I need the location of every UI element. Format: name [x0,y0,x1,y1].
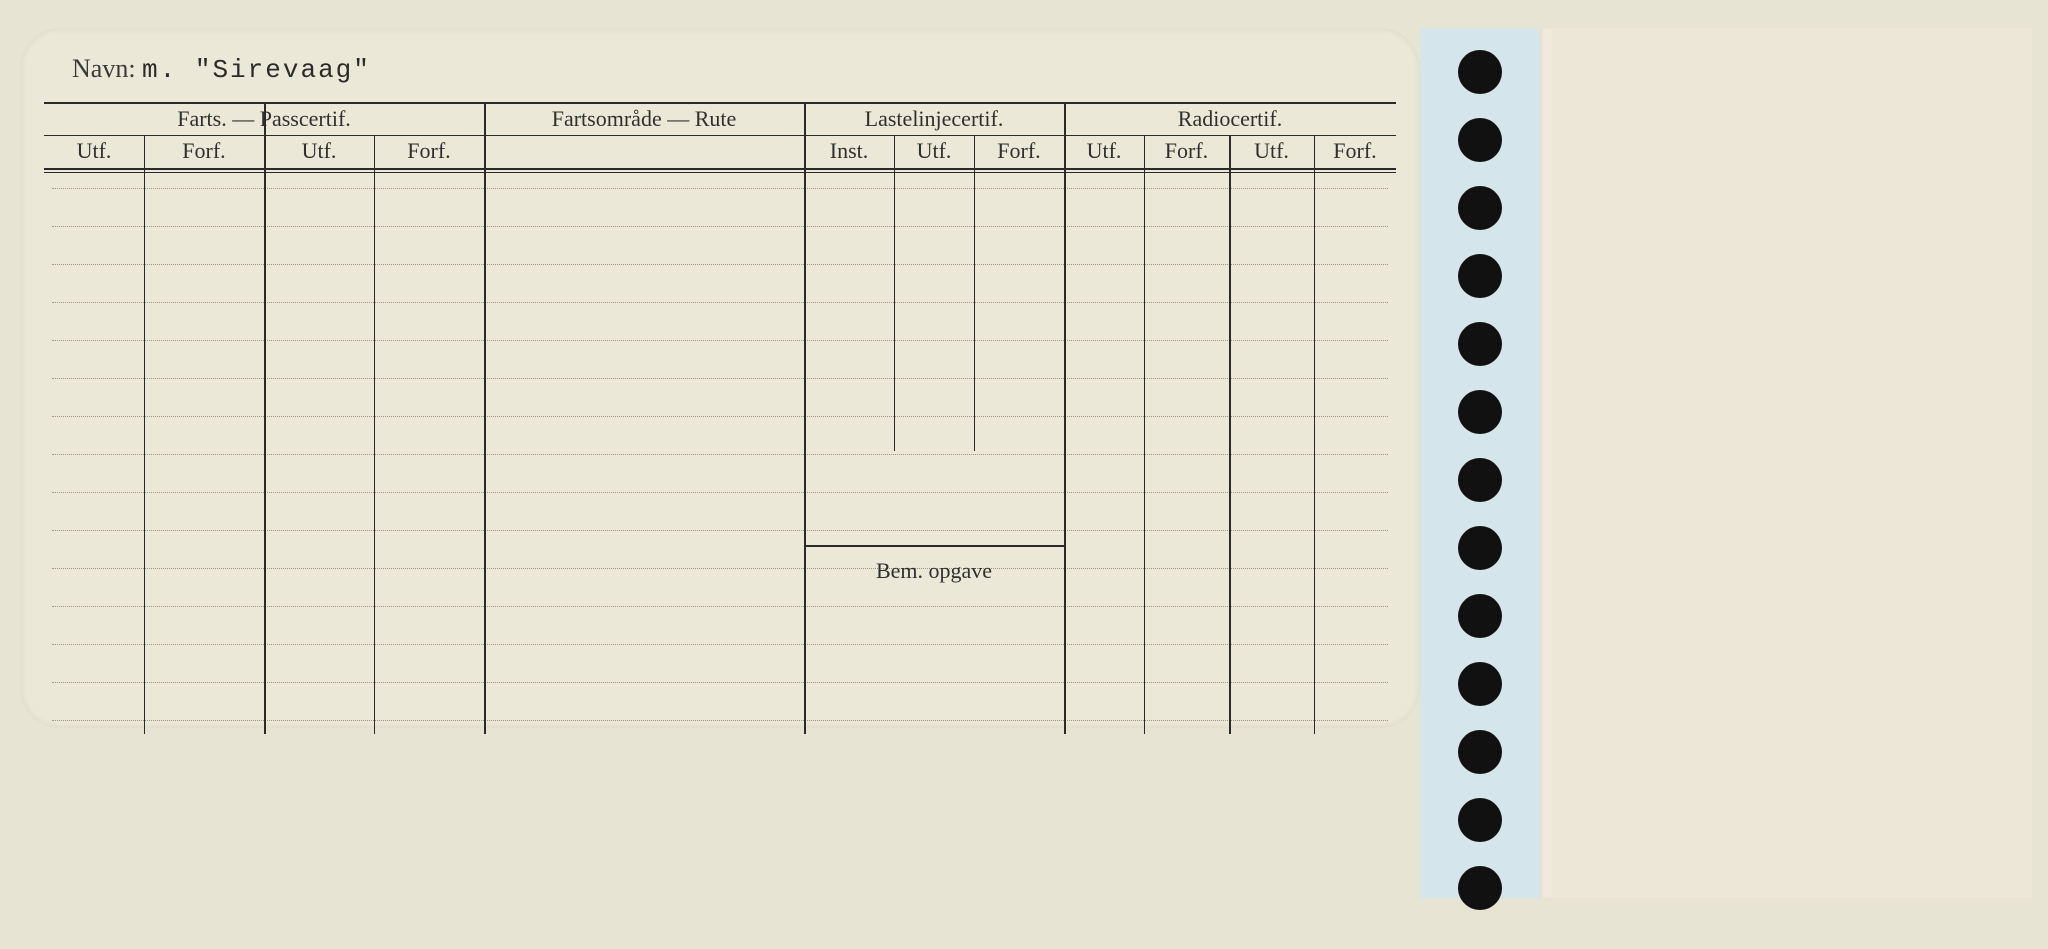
header-group: Radiocertif. [1064,104,1396,135]
dotted-row [52,264,1388,265]
vertical-rule [264,104,266,734]
dotted-row [52,530,1388,531]
dotted-row [52,644,1388,645]
vertical-rule [894,136,895,451]
dotted-row [52,454,1388,455]
grid-body [44,176,1396,734]
vertical-rule [1144,136,1145,734]
vertical-rule [144,136,145,734]
punch-hole [1458,594,1502,638]
header-subcolumn: Utf. [1229,136,1314,168]
bem-separator [804,545,1064,547]
dotted-row [52,492,1388,493]
dotted-row [52,226,1388,227]
header-subcolumn [484,136,804,168]
dotted-row [52,188,1388,189]
vertical-rule [484,104,486,734]
bem-opgave-label: Bem. opgave [804,558,1064,584]
index-card: Navn: m. "Sirevaag" Farts. — Passcertif.… [20,28,1420,728]
punch-hole [1458,254,1502,298]
header-subcolumn: Utf. [264,136,374,168]
header-subcolumn: Forf. [144,136,264,168]
header-subcolumn: Inst. [804,136,894,168]
vertical-rule [1314,136,1315,734]
header-group: Lastelinjecertif. [804,104,1064,135]
header-groups-row: Farts. — Passcertif.Fartsområde — RuteLa… [44,104,1396,136]
header-subcolumn: Utf. [44,136,144,168]
header-subcolumn: Forf. [374,136,484,168]
punch-hole [1458,118,1502,162]
punch-hole [1458,50,1502,94]
dotted-row [52,568,1388,569]
punch-hole [1458,798,1502,842]
vertical-rule [1064,104,1066,734]
header-subcolumn: Forf. [1144,136,1229,168]
vertical-rule [1229,136,1231,734]
dotted-row [52,606,1388,607]
dotted-row [52,416,1388,417]
header-group: Fartsområde — Rute [484,104,804,135]
name-row: Navn: m. "Sirevaag" [44,52,1396,104]
page-stack-background [1552,28,2032,898]
punch-hole [1458,866,1502,910]
punch-hole [1458,526,1502,570]
certificates-grid: Farts. — Passcertif.Fartsområde — RuteLa… [44,104,1396,734]
punch-hole [1458,662,1502,706]
header-subcolumn: Forf. [1314,136,1396,168]
dotted-row [52,682,1388,683]
header-subcolumn: Utf. [1064,136,1144,168]
vertical-rule [974,136,975,451]
dotted-row [52,340,1388,341]
vertical-rule [804,104,806,734]
dotted-row [52,302,1388,303]
binder-holes [1450,50,1510,880]
header-subcolumn: Utf. [894,136,974,168]
punch-hole [1458,322,1502,366]
name-value: m. "Sirevaag" [142,55,371,85]
page-edge [1540,28,1552,898]
header-subcolumns-row: Utf.Forf.Utf.Forf.Inst.Utf.Forf.Utf.Forf… [44,136,1396,170]
header-subcolumn: Forf. [974,136,1064,168]
dotted-row [52,378,1388,379]
vertical-rule [374,136,375,734]
punch-hole [1458,186,1502,230]
dotted-row [52,720,1388,721]
name-label: Navn: [72,54,136,83]
punch-hole [1458,730,1502,774]
punch-hole [1458,458,1502,502]
punch-hole [1458,390,1502,434]
